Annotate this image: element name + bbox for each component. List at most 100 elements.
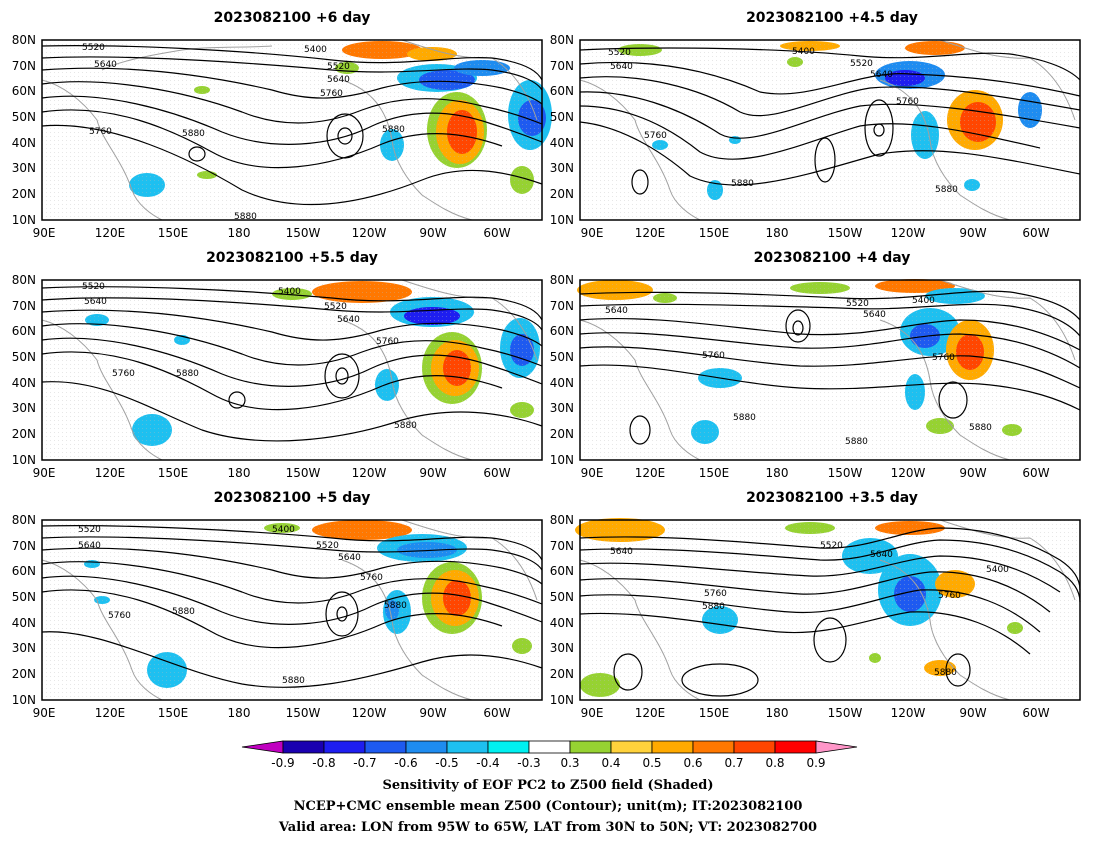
lat-tick-label: 10N xyxy=(12,453,36,467)
map-panel-2: 2023082100 +4.5 day xyxy=(550,10,1081,240)
lon-axis: 90E 120E 150E 180 150W 120W 90W 60W xyxy=(581,706,1050,720)
lat-tick-label: 30N xyxy=(550,401,574,415)
contour-label: 5640 xyxy=(84,297,107,307)
lon-tick-label: 60W xyxy=(1022,226,1049,240)
figure-caption: Sensitivity of EOF PC2 to Z500 field (Sh… xyxy=(278,778,817,835)
lat-tick-label: 40N xyxy=(550,616,574,630)
lon-axis: 90E 120E 150E 180 150W 120W 90W 60W xyxy=(33,226,511,240)
contour-label: 5520 xyxy=(846,299,869,309)
contour-label: 5880 xyxy=(394,421,417,431)
lon-tick-label: 180 xyxy=(228,466,251,480)
lat-tick-label: 70N xyxy=(12,299,36,313)
colorbar-swatch xyxy=(733,740,776,754)
contour-label: 5760 xyxy=(112,369,135,379)
contour-label: 5520 xyxy=(850,59,873,69)
colorbar-tick-label: -0.6 xyxy=(394,756,417,770)
contour-labels: 5400 5520 5640 5520 5640 5760 5760 5880 … xyxy=(78,525,407,686)
contour-label: 5880 xyxy=(934,668,957,678)
map-panel-4: 2023082100 +4 day xyxy=(550,250,1081,480)
lon-tick-label: 90E xyxy=(33,706,56,720)
contour-label: 5520 xyxy=(78,525,101,535)
lat-tick-label: 40N xyxy=(550,136,574,150)
lat-tick-label: 80N xyxy=(12,513,36,527)
colorbar-tick-labels: -0.9 -0.8 -0.7 -0.6 -0.5 -0.4 -0.3 0.3 0… xyxy=(271,756,825,770)
contour-labels: 5400 5520 5640 5520 5640 5760 5760 5880 … xyxy=(608,47,958,195)
colorbar-swatch xyxy=(692,740,735,754)
contour-label: 5640 xyxy=(78,541,101,551)
colorbar-tick-label: 0.6 xyxy=(683,756,702,770)
contour-label: 5400 xyxy=(792,47,815,57)
contour-label: 5640 xyxy=(870,550,893,560)
contour-label: 5760 xyxy=(320,89,343,99)
lon-tick-label: 150E xyxy=(699,226,730,240)
contour-label: 5760 xyxy=(704,589,727,599)
contour-label: 5880 xyxy=(384,601,407,611)
lon-tick-label: 90W xyxy=(419,466,446,480)
lat-tick-label: 60N xyxy=(12,564,36,578)
contours xyxy=(579,290,1081,445)
lon-tick-label: 120W xyxy=(891,706,926,720)
lat-tick-label: 50N xyxy=(550,590,574,604)
colorbar-swatch xyxy=(323,740,366,754)
contour-label: 5640 xyxy=(610,62,633,72)
colorbar-tick-label: -0.8 xyxy=(312,756,335,770)
lat-tick-label: 10N xyxy=(550,213,574,227)
contour-label: 5880 xyxy=(935,185,958,195)
contour-label: 5520 xyxy=(324,302,347,312)
contour-label: 5880 xyxy=(845,437,868,447)
lat-tick-label: 80N xyxy=(12,33,36,47)
lon-tick-label: 180 xyxy=(766,466,789,480)
contour-label: 5760 xyxy=(360,573,383,583)
contours xyxy=(41,286,543,442)
lon-tick-label: 120W xyxy=(352,226,387,240)
lat-tick-label: 20N xyxy=(550,187,574,201)
lon-tick-label: 180 xyxy=(766,226,789,240)
contour-label: 5520 xyxy=(316,541,339,551)
contour-label: 5880 xyxy=(733,413,756,423)
lat-tick-label: 10N xyxy=(12,213,36,227)
lat-tick-label: 10N xyxy=(550,693,574,707)
lat-tick-label: 60N xyxy=(12,84,36,98)
contour-labels: 5520 5640 5640 5400 5760 5760 5880 5880 xyxy=(610,541,1009,678)
contour-label: 5640 xyxy=(605,306,628,316)
colorbar-swatch xyxy=(405,740,448,754)
lat-tick-label: 50N xyxy=(12,110,36,124)
lat-tick-label: 60N xyxy=(550,324,574,338)
map-panel-1: 2023082100 +6 day xyxy=(12,10,552,240)
contour-label: 5880 xyxy=(172,607,195,617)
lon-axis: 90E 120E 150E 180 150W 120W 90W 60W xyxy=(581,226,1050,240)
map-panel-3: 2023082100 +5.5 day xyxy=(12,250,543,480)
colorbar-tick-label: -0.9 xyxy=(271,756,294,770)
contour-labels: 5400 5520 5640 5520 5640 5760 5760 5880 … xyxy=(82,43,405,222)
lat-tick-label: 40N xyxy=(12,616,36,630)
lat-axis: 80N 70N 60N 50N 40N 30N 20N 10N xyxy=(12,33,36,227)
lat-axis: 80N 70N 60N 50N 40N 30N 20N 10N xyxy=(12,513,36,707)
colorbar-tick-label: 0.4 xyxy=(601,756,620,770)
panel-title: 2023082100 +5.5 day xyxy=(206,250,378,266)
lat-axis: 80N 70N 60N 50N 40N 30N 20N 10N xyxy=(550,33,574,227)
lon-tick-label: 150E xyxy=(158,466,189,480)
lat-tick-label: 30N xyxy=(12,161,36,175)
lat-tick-label: 70N xyxy=(550,59,574,73)
contour-label: 5520 xyxy=(608,48,631,58)
lon-tick-label: 150E xyxy=(158,706,189,720)
panel-title: 2023082100 +4.5 day xyxy=(746,10,918,26)
colorbar-swatch xyxy=(282,740,325,754)
lon-tick-label: 120W xyxy=(352,706,387,720)
lon-tick-label: 150W xyxy=(286,706,321,720)
contour-label: 5880 xyxy=(969,423,992,433)
lon-axis: 90E 120E 150E 180 150W 120W 90W 60W xyxy=(33,466,511,480)
lon-tick-label: 60W xyxy=(483,466,510,480)
colorbar-tick-label: -0.7 xyxy=(353,756,376,770)
contour-label: 5760 xyxy=(89,127,112,137)
contour-label: 5760 xyxy=(108,611,131,621)
lon-tick-label: 150E xyxy=(699,706,730,720)
lon-tick-label: 120E xyxy=(95,466,126,480)
contour-label: 5880 xyxy=(234,212,257,222)
lat-tick-label: 70N xyxy=(12,539,36,553)
contour-label: 5640 xyxy=(870,70,893,80)
lon-tick-label: 90E xyxy=(33,226,56,240)
lon-tick-label: 120W xyxy=(891,226,926,240)
contour-label: 5520 xyxy=(327,62,350,72)
